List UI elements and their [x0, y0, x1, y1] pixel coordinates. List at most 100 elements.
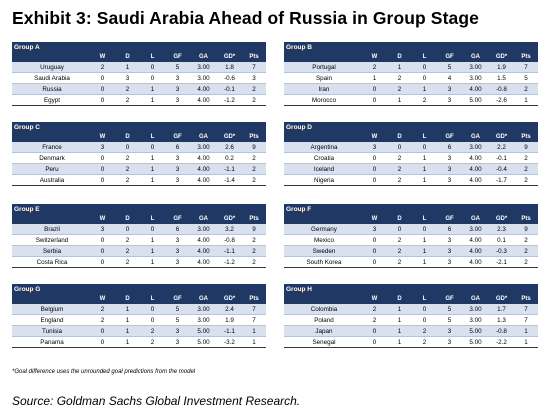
stat-cell: 0 — [140, 142, 165, 153]
team-name: Serbia — [12, 245, 90, 257]
team-name: Nigeria — [284, 174, 362, 186]
team-name: Iran — [284, 83, 362, 95]
stat-cell: 6 — [437, 142, 462, 153]
stat-cell: 0 — [412, 72, 437, 84]
stat-cell: 0 — [362, 94, 387, 106]
column-header — [12, 214, 90, 224]
stat-cell: 0 — [90, 163, 115, 175]
exhibit-title: Exhibit 3: Saudi Arabia Ahead of Russia … — [12, 8, 479, 28]
stat-cell: 0 — [90, 234, 115, 246]
table-row: Saudi Arabia 0 3 0 3 3.00 -0.6 3 — [12, 72, 267, 84]
table-row: Colombia 2 1 0 5 3.00 1.7 7 — [284, 304, 538, 315]
stat-cell: 1 — [362, 72, 387, 84]
stat-cell: 2 — [412, 336, 437, 348]
stat-cell: 1 — [412, 83, 437, 95]
stat-cell: 7 — [242, 304, 267, 315]
group-name: Group C — [12, 122, 266, 132]
column-header — [12, 132, 90, 142]
stat-cell: 4 — [437, 72, 462, 84]
column-header: GF — [165, 214, 190, 224]
group-name: Group E — [12, 204, 267, 214]
column-header: L — [140, 214, 165, 224]
column-header: GA — [462, 52, 489, 62]
stat-cell: 2 — [514, 245, 539, 257]
team-name: Tunisia — [12, 325, 90, 337]
column-header: GA — [190, 132, 217, 142]
table-row: Serbia 0 2 1 3 4.00 -1.1 2 — [12, 245, 267, 257]
stat-cell: 3 — [165, 245, 190, 257]
stat-cell: 0 — [90, 325, 115, 337]
table-row: Tunisia 0 1 2 3 5.00 -1.1 1 — [12, 325, 267, 337]
column-header: GD* — [489, 52, 514, 62]
column-header: Pts — [514, 214, 539, 224]
column-header: D — [115, 214, 140, 224]
stat-cell: 3.00 — [462, 142, 489, 153]
stat-cell: 2 — [387, 83, 412, 95]
column-header: W — [362, 214, 387, 224]
table-row: Nigeria 0 2 1 3 4.00 -1.7 2 — [284, 174, 538, 186]
stat-cell: 2 — [115, 94, 140, 106]
stat-cell: 4.00 — [462, 152, 489, 164]
stat-cell: 1 — [140, 234, 165, 246]
stat-cell: 2 — [387, 256, 412, 268]
stat-cell: 2 — [362, 304, 387, 315]
table-row: South Korea 0 2 1 3 4.00 -2.1 2 — [284, 256, 539, 268]
team-name: Peru — [12, 163, 90, 175]
stat-cell: 3 — [165, 152, 190, 164]
stat-cell: 1 — [387, 94, 412, 106]
column-header: GF — [165, 52, 190, 62]
stat-cell: 1 — [140, 256, 165, 268]
stat-cell: 2 — [362, 314, 387, 326]
stat-cell: 4.00 — [462, 83, 489, 95]
stat-cell: 1 — [140, 245, 165, 257]
stat-cell: 0 — [90, 83, 115, 95]
stat-cell: -2.2 — [489, 336, 514, 348]
column-header: L — [140, 132, 165, 142]
column-header: GD* — [217, 214, 242, 224]
stat-cell: 2 — [514, 152, 538, 164]
stat-cell: 7 — [242, 314, 267, 326]
stat-cell: 3 — [242, 72, 267, 84]
stat-cell: 5.00 — [462, 325, 489, 337]
stat-cell: 3 — [437, 163, 462, 175]
stat-cell: 7 — [514, 314, 538, 326]
stat-cell: 1 — [387, 314, 412, 326]
stat-cell: 2.4 — [217, 304, 242, 315]
stat-cell: 2 — [412, 325, 437, 337]
column-header: L — [412, 214, 437, 224]
group-name: Group D — [284, 122, 538, 132]
stat-cell: 1 — [242, 336, 267, 348]
stat-cell: 5 — [165, 314, 190, 326]
stat-cell: 0 — [90, 94, 115, 106]
column-header: D — [387, 52, 412, 62]
stat-cell: 2 — [387, 152, 412, 164]
column-header: GD* — [217, 294, 242, 304]
table-row: Sweden 0 2 1 3 4.00 -0.3 2 — [284, 245, 539, 257]
stat-cell: 7 — [242, 62, 267, 73]
stat-cell: 0 — [387, 224, 412, 235]
team-name: Costa Rica — [12, 256, 90, 268]
group-name: Group A — [12, 42, 267, 52]
team-name: Egypt — [12, 94, 90, 106]
stat-cell: 3 — [165, 325, 190, 337]
stat-cell: 3.00 — [190, 304, 217, 315]
team-name: South Korea — [284, 256, 362, 268]
stat-cell: 1 — [412, 174, 437, 186]
stat-cell: 6 — [165, 224, 190, 235]
stat-cell: -0.8 — [489, 325, 514, 337]
stat-cell: 3 — [437, 336, 462, 348]
stat-cell: 2 — [242, 245, 267, 257]
table-row: Croatia 0 2 1 3 4.00 -0.1 2 — [284, 152, 538, 164]
stat-cell: 0 — [90, 245, 115, 257]
table-row: France 3 0 0 6 3.00 2.6 9 — [12, 142, 266, 153]
stat-cell: 3.00 — [190, 224, 217, 235]
stat-cell: 2 — [242, 83, 267, 95]
stat-cell: 7 — [514, 304, 538, 315]
column-header — [12, 294, 90, 304]
team-name: Japan — [284, 325, 362, 337]
stat-cell: 3.00 — [190, 72, 217, 84]
stat-cell: 2 — [387, 245, 412, 257]
stat-cell: 2 — [412, 94, 437, 106]
stat-cell: 3 — [165, 174, 190, 186]
team-name: Uruguay — [12, 62, 90, 73]
